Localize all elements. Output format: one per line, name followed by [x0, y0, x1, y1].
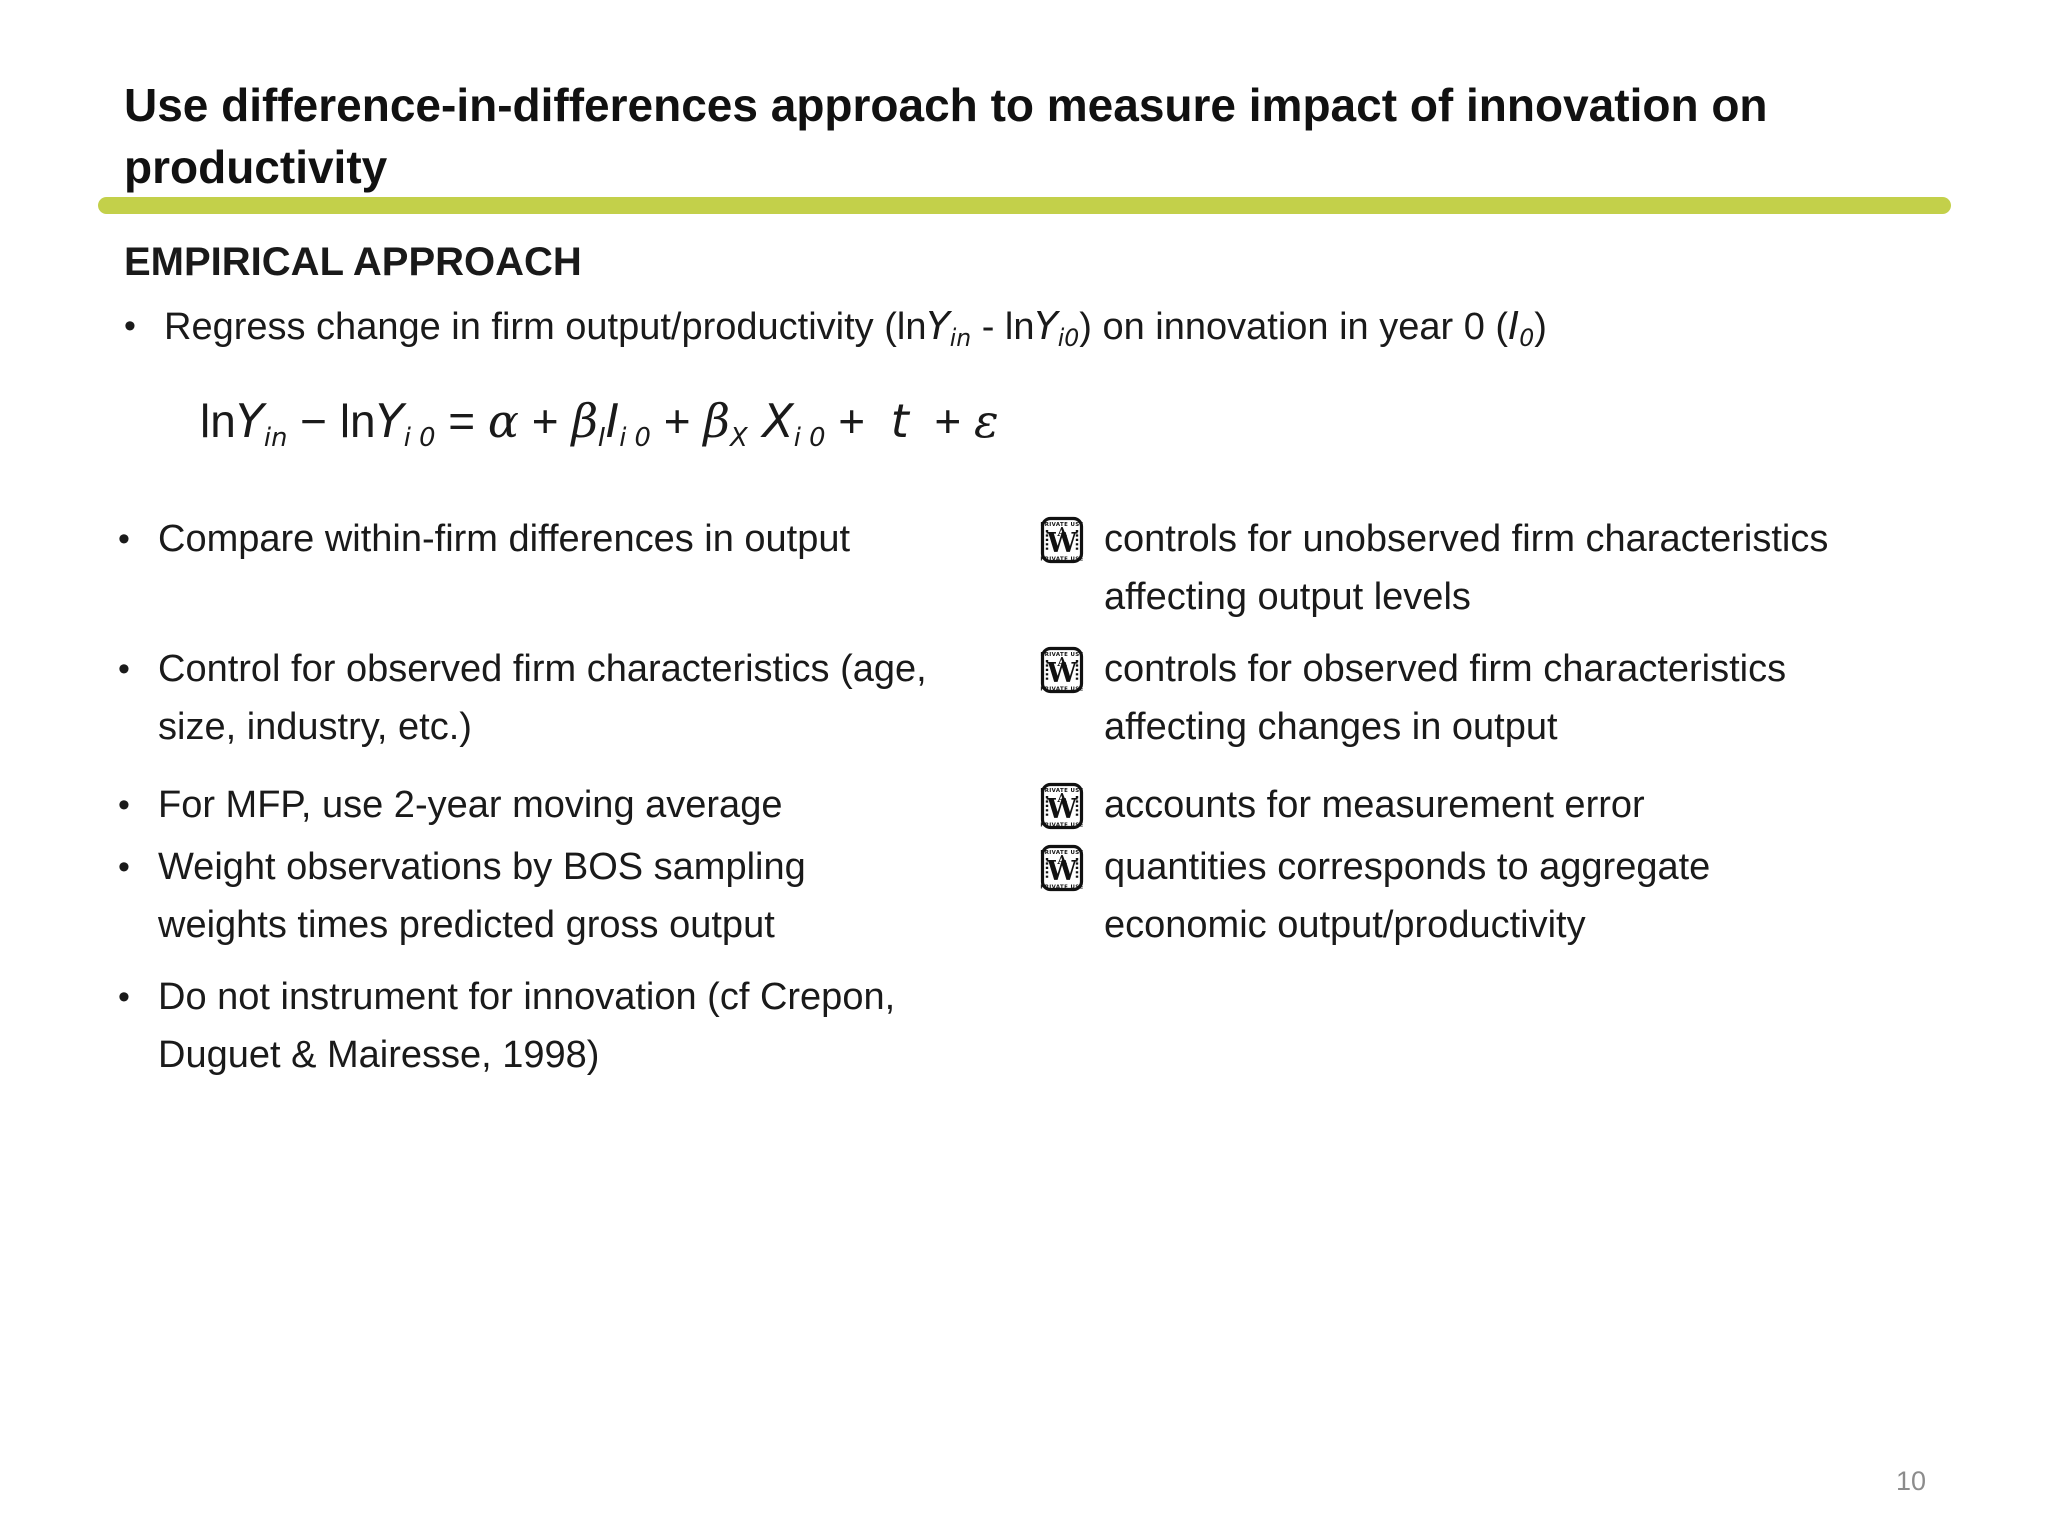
missing-glyph-icon: PRIVATE USE PRIVATE USE W A [1040, 782, 1083, 830]
right-note-2: PRIVATE USE PRIVATE USE W A controls for… [1040, 640, 2000, 756]
left-bullet-3-text: For MFP, use 2-year moving average [158, 784, 783, 826]
svg-text:W: W [1046, 528, 1078, 559]
svg-text:PRIVATE USE: PRIVATE USE [1040, 687, 1083, 693]
svg-text:PRIVATE USE: PRIVATE USE [1040, 557, 1083, 563]
right-note-2-text: controls for observed firm characteristi… [1104, 648, 1787, 748]
bullet-marker: • [118, 848, 130, 886]
svg-text:PRIVATE USE: PRIVATE USE [1040, 788, 1083, 794]
missing-glyph-icon: PRIVATE USE PRIVATE USE W A [1040, 516, 1083, 564]
svg-text:A: A [1056, 525, 1067, 539]
missing-glyph-icon: PRIVATE USE PRIVATE USE W A [1040, 646, 1083, 694]
svg-text:W: W [1046, 856, 1078, 887]
right-note-1: PRIVATE USE PRIVATE USE W A controls for… [1040, 510, 2000, 626]
left-bullet-1-text: Compare within-firm differences in outpu… [158, 518, 851, 560]
slide-title-line: Use difference-in-differences approach t… [124, 79, 1768, 131]
bullet-marker: • [118, 650, 130, 688]
slide-title: Use difference-in-differences approach t… [124, 74, 1984, 198]
svg-text:PRIVATE USE: PRIVATE USE [1040, 522, 1083, 528]
left-bullet-4: • Weight observations by BOS sampling we… [118, 838, 1058, 954]
right-note-3-text: accounts for measurement error [1104, 784, 1645, 826]
regression-formula: lnYin − lnYi 0 = α + βIIi 0 + βX Xi 0 + … [200, 394, 999, 453]
title-underline-bar [98, 197, 1951, 214]
svg-text:PRIVATE USE: PRIVATE USE [1040, 850, 1083, 856]
bullet-marker: • [118, 786, 130, 824]
right-note-4-text: quantities corresponds to aggregate econ… [1104, 846, 1711, 946]
missing-glyph-icon: PRIVATE USE PRIVATE USE W A [1040, 844, 1083, 892]
right-note-3: PRIVATE USE PRIVATE USE W A accounts for… [1040, 776, 2000, 834]
intro-bullet: • Regress change in firm output/producti… [124, 298, 1924, 359]
bullet-marker: • [118, 978, 130, 1016]
svg-text:W: W [1046, 794, 1078, 825]
bullet-marker: • [124, 307, 136, 345]
right-note-4: PRIVATE USE PRIVATE USE W A quantities c… [1040, 838, 2000, 954]
left-bullet-5: • Do not instrument for innovation (cf C… [118, 968, 1058, 1084]
left-bullet-1: • Compare within-firm differences in out… [118, 510, 1058, 568]
page-number: 10 [1896, 1466, 1927, 1496]
bullet-marker: • [118, 520, 130, 558]
intro-bullet-text: Regress change in firm output/productivi… [164, 304, 1547, 353]
slide-title-line: productivity [124, 141, 388, 193]
left-bullet-2-text: Control for observed firm characteristic… [158, 648, 927, 748]
left-bullet-3: • For MFP, use 2-year moving average [118, 776, 1058, 834]
svg-text:PRIVATE USE: PRIVATE USE [1040, 652, 1083, 658]
left-bullet-4-text: Weight observations by BOS sampling weig… [158, 846, 806, 946]
right-note-1-text: controls for unobserved firm characteris… [1104, 518, 1829, 618]
svg-text:PRIVATE USE: PRIVATE USE [1040, 823, 1083, 829]
left-bullet-2: • Control for observed firm characterist… [118, 640, 1058, 756]
svg-text:A: A [1056, 791, 1067, 805]
section-heading: EMPIRICAL APPROACH [124, 240, 582, 284]
svg-text:A: A [1056, 655, 1067, 669]
svg-text:A: A [1056, 853, 1067, 867]
svg-text:W: W [1046, 658, 1078, 689]
left-bullet-5-text: Do not instrument for innovation (cf Cre… [158, 976, 896, 1076]
svg-text:PRIVATE USE: PRIVATE USE [1040, 885, 1083, 891]
